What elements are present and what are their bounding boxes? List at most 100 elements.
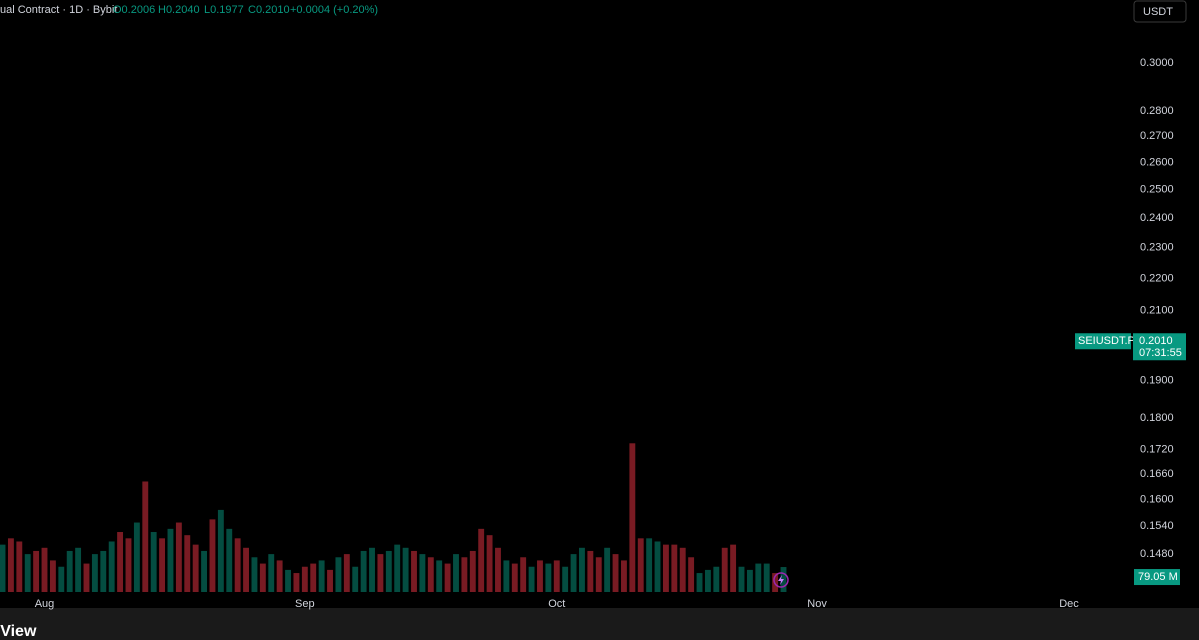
- volume-bar: [16, 541, 23, 592]
- x-tick-label: Dec: [1059, 598, 1079, 610]
- volume-bar: [66, 550, 73, 592]
- volume-bar: [125, 538, 132, 592]
- volume-bar: [243, 547, 249, 592]
- volume-bar: [201, 550, 208, 592]
- volume-bar: [259, 563, 266, 592]
- volume-bar: [83, 563, 90, 592]
- volume-bar: [427, 557, 434, 592]
- header-close: C0.2010: [248, 4, 290, 16]
- volume-bar: [411, 550, 417, 592]
- volume-bar: [58, 566, 65, 592]
- header-high: H0.2040: [158, 4, 200, 16]
- volume-bar: [217, 509, 224, 592]
- x-tick-label: Nov: [807, 598, 827, 610]
- header-symbol: ual Contract · 1D · Bybit: [0, 4, 117, 16]
- countdown-label: 07:31:55: [1139, 347, 1182, 359]
- volume-bar: [570, 554, 577, 592]
- volume-pane: [0, 443, 787, 592]
- volume-label: 79.05 M: [1138, 571, 1178, 583]
- volume-bar: [654, 541, 661, 592]
- volume-bar: [469, 550, 476, 592]
- volume-bar: [688, 557, 695, 592]
- volume-bar: [133, 522, 140, 592]
- currency-button[interactable]: [1133, 0, 1187, 23]
- volume-bar: [150, 532, 157, 592]
- volume-bar: [671, 544, 678, 592]
- volume-bar: [520, 557, 527, 592]
- y-tick-label: 0.2200: [1140, 272, 1174, 284]
- volume-bar: [755, 563, 762, 592]
- symbol-label: SEIUSDT.P: [1078, 335, 1135, 347]
- alert-icon[interactable]: [773, 572, 789, 588]
- volume-bar: [335, 557, 342, 592]
- volume-bar: [310, 563, 317, 592]
- volume-bar: [293, 573, 300, 592]
- volume-bar: [175, 522, 182, 592]
- y-tick-label: 0.2500: [1140, 184, 1174, 196]
- volume-bar: [713, 566, 720, 592]
- volume-bar: [478, 528, 485, 592]
- volume-bar: [453, 554, 459, 592]
- y-tick-label: 0.2800: [1140, 105, 1174, 117]
- volume-bar: [679, 547, 686, 592]
- volume-bar: [268, 554, 275, 592]
- x-tick-label: Oct: [548, 598, 565, 610]
- price-label: 0.2010: [1139, 335, 1173, 347]
- volume-bar: [746, 569, 753, 592]
- currency-label[interactable]: USDT: [1143, 6, 1173, 18]
- volume-bar: [495, 547, 501, 592]
- volume-bar: [704, 569, 711, 592]
- price-label-box: [1133, 333, 1186, 361]
- volume-bar: [159, 538, 166, 592]
- header-open: O0.2006: [113, 4, 155, 16]
- volume-bar: [511, 563, 518, 592]
- volume-bar: [285, 569, 291, 592]
- volume-bar: [276, 560, 283, 592]
- volume-bar: [49, 560, 56, 592]
- volume-bar: [595, 557, 602, 592]
- y-tick-label: 0.2100: [1140, 305, 1174, 317]
- alert-bolt: [778, 575, 784, 585]
- y-tick-label: 0.1600: [1140, 494, 1174, 506]
- header-change: +0.0004 (+0.20%): [290, 4, 378, 16]
- volume-bar: [662, 544, 669, 592]
- volume-bar: [612, 554, 619, 592]
- y-tick-label: 0.3000: [1140, 57, 1174, 69]
- volume-bar: [167, 528, 174, 592]
- volume-bar: [553, 560, 560, 592]
- footer-bar: [0, 608, 1199, 640]
- volume-bar: [562, 566, 569, 592]
- volume-label-box: [1134, 569, 1180, 586]
- volume-bar: [7, 538, 14, 592]
- volume-bar: [696, 573, 703, 592]
- volume-bar: [184, 535, 191, 592]
- y-tick-label: 0.1800: [1140, 412, 1174, 424]
- volume-bar: [763, 563, 770, 592]
- volume-bar: [33, 550, 40, 592]
- volume-bar: [637, 538, 644, 592]
- volume-bar: [730, 544, 737, 592]
- volume-bar: [444, 563, 451, 592]
- header-low: L0.1977: [204, 4, 244, 16]
- y-tick-label: 0.1720: [1140, 443, 1174, 455]
- volume-bar: [579, 547, 585, 592]
- volume-bar: [385, 550, 392, 592]
- volume-bar: [41, 547, 48, 592]
- volume-bar: [402, 547, 409, 592]
- volume-bar: [142, 481, 149, 592]
- volume-bar: [528, 566, 535, 592]
- volume-bar: [621, 560, 627, 592]
- volume-bar: [394, 544, 401, 592]
- volume-bar: [117, 532, 124, 592]
- volume-bar: [343, 554, 350, 592]
- y-tick-label: 0.1900: [1140, 374, 1174, 386]
- volume-bar: [209, 519, 216, 592]
- symbol-label-box: [1075, 333, 1131, 350]
- volume-bar: [251, 557, 258, 592]
- y-tick-label: 0.2700: [1140, 130, 1174, 142]
- volume-bar: [721, 547, 728, 592]
- volume-bar: [318, 560, 325, 592]
